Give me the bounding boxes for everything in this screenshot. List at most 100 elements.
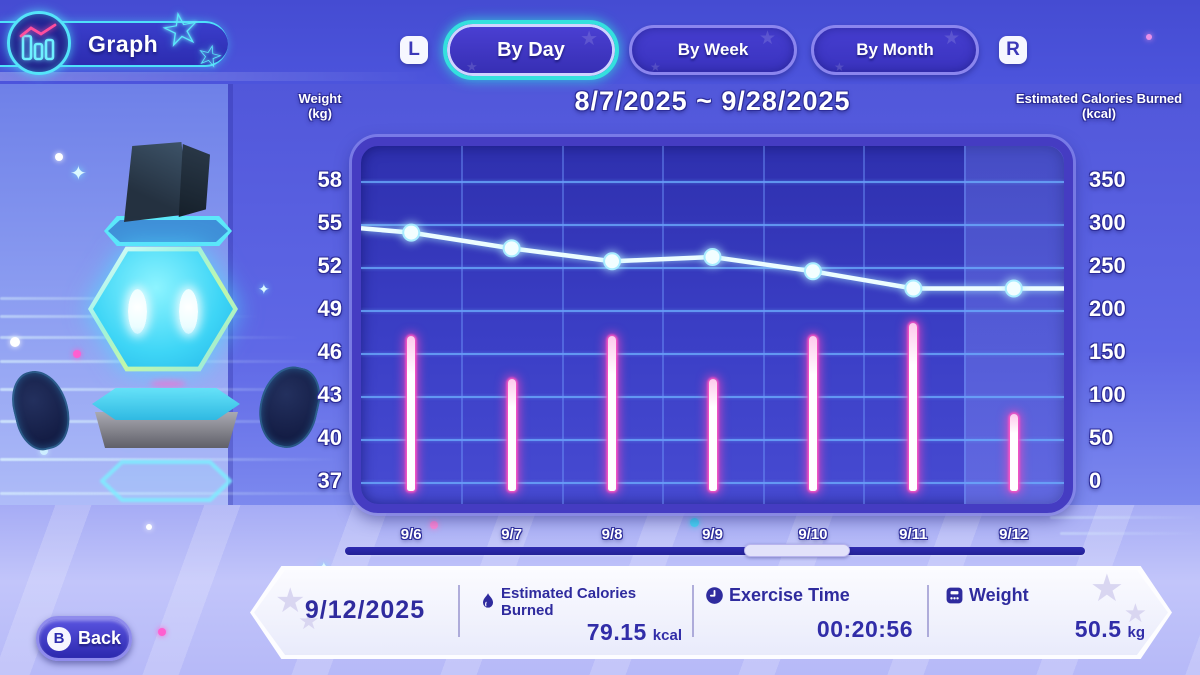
gridline-horizontal: [361, 267, 1064, 269]
left-tick-49: 49: [317, 296, 342, 321]
tab-star-decor: ★: [580, 28, 598, 50]
x-label-9/7[interactable]: 9/7: [501, 526, 523, 543]
gridline-vertical: [461, 146, 464, 504]
clock-icon: [706, 587, 723, 604]
panel-divider: [927, 585, 929, 637]
l-shoulder-button[interactable]: L: [400, 36, 428, 64]
decor-dot: [1146, 34, 1152, 40]
calorie-bar-9/10: [808, 335, 817, 491]
gridline-vertical: [561, 146, 564, 504]
calories-value: 79.15: [586, 619, 647, 645]
left-tick-37: 37: [317, 468, 342, 493]
floor-glow-line: [0, 492, 370, 495]
right-tick-200: 200: [1089, 296, 1126, 321]
graph-icon: [7, 11, 71, 75]
right-tick-100: 100: [1089, 382, 1126, 407]
panel-divider: [692, 585, 694, 637]
floor-glow-line: [0, 458, 340, 461]
gridline-vertical: [963, 146, 966, 504]
gridline-horizontal: [361, 224, 1064, 226]
panel-star-decor: ★: [298, 608, 320, 635]
right-tick-50: 50: [1089, 425, 1114, 450]
tab-star-decor: ★: [466, 59, 478, 73]
left-tick-46: 46: [317, 339, 342, 364]
weight-point-9/6: [402, 223, 421, 242]
r-shoulder-button[interactable]: R: [999, 36, 1027, 64]
date-scrollbar-thumb[interactable]: [744, 544, 850, 557]
weight-point-9/11: [904, 279, 923, 298]
back-button-label: Back: [77, 628, 122, 648]
tab-by-month-label: By Month: [856, 40, 934, 59]
pedestal-top: [92, 388, 240, 420]
tab-by-month[interactable]: ★ ★ By Month: [811, 25, 979, 75]
left-tick-52: 52: [317, 253, 342, 278]
date-range-heading: 8/7/2025 ~ 9/28/2025: [574, 86, 851, 116]
x-label-9/10[interactable]: 9/10: [798, 526, 828, 543]
x-label-9/9[interactable]: 9/9: [702, 526, 723, 543]
left-axis-ticks: 58 55 52 49 46 43 40 37: [270, 146, 342, 504]
day-detail-panel: ★ ★ ★ ★: [250, 566, 1172, 659]
weight-unit: kg: [1127, 624, 1145, 641]
x-axis-labels: 9/6 9/7 9/8 9/9 9/10 9/11 9/12: [361, 526, 1064, 548]
weight-section: Weight 50.5 kg: [945, 585, 1145, 643]
weight-value: 50.5: [1074, 616, 1122, 642]
pedestal-glow: [150, 380, 186, 387]
weight-point-9/7: [502, 239, 521, 258]
wall-highlight-stripe: [0, 72, 430, 81]
tab-by-day[interactable]: ★ ★ By Day: [443, 20, 619, 80]
selected-date: 9/12/2025: [304, 596, 426, 624]
tab-star-decor: ★: [650, 60, 661, 74]
b-button-icon: B: [46, 626, 71, 651]
floor-glow-line: [1060, 532, 1200, 535]
hexagon-mascot: [88, 244, 238, 374]
mascot-right-eye: [179, 289, 198, 334]
right-tick-250: 250: [1089, 253, 1126, 278]
x-label-9/11[interactable]: 9/11: [899, 526, 928, 543]
decor-dot: [430, 521, 438, 529]
decor-dot: [146, 524, 152, 530]
x-label-9/6[interactable]: 9/6: [400, 526, 422, 543]
right-tick-300: 300: [1089, 210, 1126, 235]
decor-dot: [158, 628, 166, 636]
weight-point-9/10: [803, 262, 822, 281]
tab-by-week[interactable]: ★ ★ By Week: [629, 25, 797, 75]
left-tick-40: 40: [317, 425, 342, 450]
panel-divider: [458, 585, 460, 637]
exercise-time-label: Exercise Time: [729, 585, 850, 605]
laptop-side: [178, 144, 210, 217]
panel-star-decor: ★: [1089, 568, 1124, 610]
weight-line-series: [361, 223, 1064, 298]
x-label-9/12[interactable]: 9/12: [999, 526, 1029, 543]
decor-dot: [73, 350, 81, 358]
x-label-9/8[interactable]: 9/8: [601, 526, 623, 543]
gridline-vertical: [863, 146, 866, 504]
gridline-vertical: [662, 146, 665, 504]
calorie-bar-9/11: [909, 322, 918, 491]
calorie-bar-9/6: [407, 335, 416, 491]
weight-point-9/12: [1004, 279, 1023, 298]
tab-by-week-label: By Week: [677, 40, 749, 59]
chart-plot-area: [361, 146, 1064, 504]
exercise-time-section: Exercise Time 00:20:56: [705, 585, 913, 643]
calorie-bar-9/7: [507, 378, 516, 491]
tab-star-decor: ★: [834, 60, 845, 74]
date-scrollbar-track[interactable]: [345, 547, 1085, 555]
floor-hex-ring: [100, 460, 232, 502]
decor-dot: [10, 337, 20, 347]
exercise-time-value: 00:20:56: [816, 616, 913, 642]
scale-icon: [946, 587, 963, 604]
weight-label: Weight: [969, 585, 1029, 605]
gridline-horizontal: [361, 181, 1064, 183]
right-tick-350: 350: [1089, 167, 1126, 192]
decor-dot: [55, 153, 63, 161]
gridline-horizontal: [361, 353, 1064, 355]
chart-frame: [352, 137, 1073, 513]
tab-by-day-label: By Day: [497, 38, 565, 61]
back-button[interactable]: B Back: [36, 616, 132, 661]
left-tick-43: 43: [317, 382, 342, 407]
mascot-scene: [0, 130, 345, 550]
sparkle-icon: ✦: [70, 163, 87, 185]
tab-star-decor: ★: [758, 28, 776, 49]
left-tick-58: 58: [317, 167, 342, 192]
